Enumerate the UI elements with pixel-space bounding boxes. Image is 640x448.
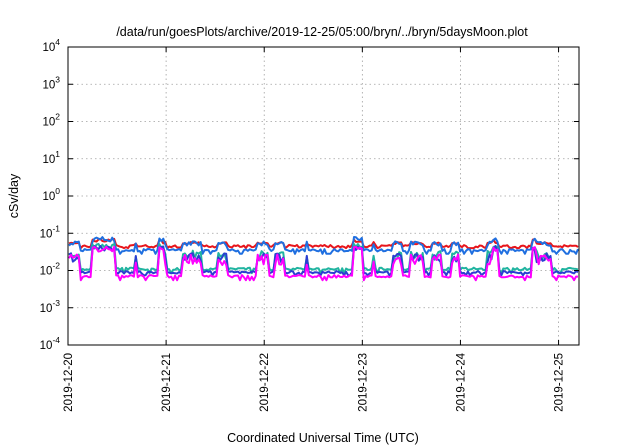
y-tick-label: 10-2 <box>40 261 61 278</box>
series-group <box>68 236 579 282</box>
series-line-3 <box>68 243 579 275</box>
x-tick-label: 2019-12-20 <box>63 353 75 412</box>
y-tick-label: 104 <box>42 37 60 54</box>
chart-title: /data/run/goesPlots/archive/2019-12-25/0… <box>116 25 528 39</box>
y-tick-label: 102 <box>42 112 60 129</box>
y-tick-label: 10-1 <box>40 223 61 240</box>
y-axis-label: cSv/day <box>7 173 21 218</box>
x-axis-label: Coordinated Universal Time (UTC) <box>227 431 419 445</box>
x-tick-label: 2019-12-21 <box>161 353 173 412</box>
series-line-2 <box>68 236 579 255</box>
series-line-1 <box>68 237 579 250</box>
grid-lines <box>68 47 579 345</box>
x-tick-label: 2019-12-23 <box>357 353 369 412</box>
series-line-5 <box>68 245 578 282</box>
y-tick-label: 103 <box>42 74 60 91</box>
x-tick-label: 2019-12-22 <box>259 353 271 412</box>
y-tick-label: 100 <box>42 186 60 203</box>
y-tick-label: 10-3 <box>40 298 61 315</box>
y-tick-label: 10-4 <box>40 335 61 352</box>
x-tick-label: 2019-12-25 <box>554 353 566 412</box>
y-tick-label: 101 <box>42 149 60 166</box>
x-tick-labels: 2019-12-20 2019-12-21 2019-12-22 2019-12-23… <box>63 47 566 412</box>
x-tick-label: 2019-12-24 <box>455 352 467 411</box>
y-tick-labels: 10-4 10-3 10-2 10-1 100 101 102 103 104 <box>40 37 579 352</box>
